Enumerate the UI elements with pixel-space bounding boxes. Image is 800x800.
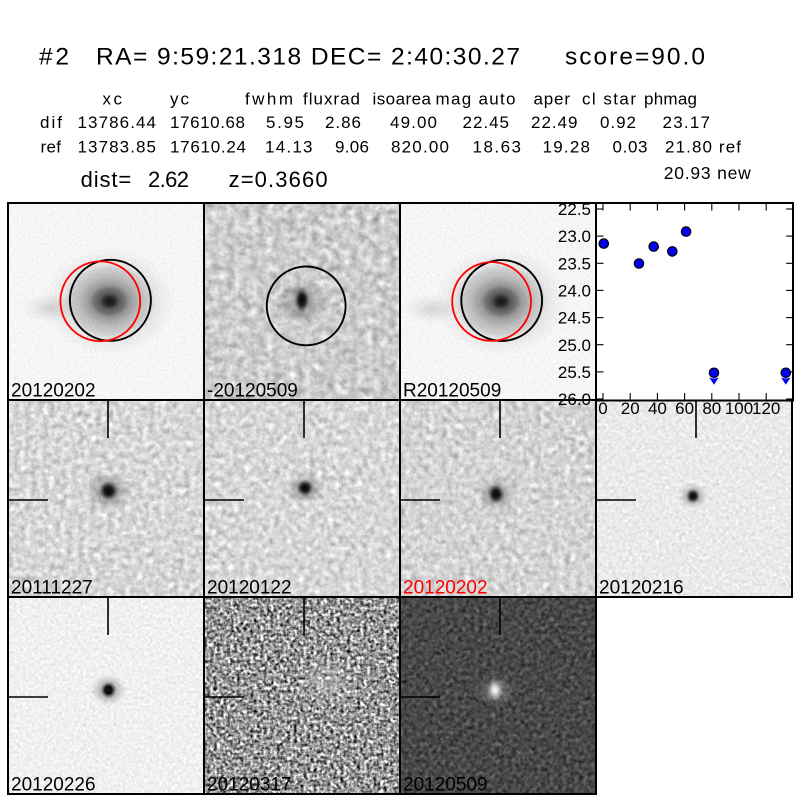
- svg-text:ref: ref: [41, 138, 62, 157]
- svg-text:z=0.3660: z=0.3660: [229, 167, 328, 192]
- svg-text:20120122: 20120122: [207, 578, 292, 599]
- svg-text:120: 120: [752, 399, 780, 418]
- svg-text:820.00: 820.00: [391, 138, 449, 157]
- svg-text:-20120509: -20120509: [207, 381, 298, 402]
- svg-text:17610.68: 17610.68: [170, 113, 245, 132]
- svg-text:phmag: phmag: [644, 90, 697, 109]
- svg-text:2.62: 2.62: [148, 167, 189, 192]
- svg-text:20120509: 20120509: [403, 775, 488, 796]
- svg-text:24.5: 24.5: [558, 309, 591, 328]
- svg-text:cl star: cl star: [582, 90, 636, 109]
- svg-text:25.5: 25.5: [558, 363, 591, 382]
- svg-text:40: 40: [648, 399, 667, 418]
- svg-text:22.45: 22.45: [463, 113, 510, 132]
- svg-text:20120202: 20120202: [403, 578, 488, 599]
- svg-text:mag auto: mag auto: [436, 90, 516, 109]
- svg-text:17610.24: 17610.24: [170, 138, 246, 157]
- svg-text:20120226: 20120226: [11, 775, 96, 796]
- svg-text:5.95: 5.95: [266, 113, 304, 132]
- svg-text:23.5: 23.5: [558, 254, 591, 273]
- svg-text:dif: dif: [40, 113, 62, 132]
- svg-text:100: 100: [725, 399, 753, 418]
- svg-text:49.00: 49.00: [390, 113, 437, 132]
- svg-text:aper: aper: [534, 90, 571, 109]
- svg-text:0: 0: [598, 399, 607, 418]
- svg-text:13783.85: 13783.85: [78, 138, 157, 157]
- svg-text:fwhm: fwhm: [245, 90, 293, 109]
- svg-text:20: 20: [621, 399, 640, 418]
- svg-text:23.17: 23.17: [663, 113, 711, 132]
- svg-text:14.13: 14.13: [265, 138, 313, 157]
- svg-text:20120317: 20120317: [207, 775, 292, 796]
- svg-text:21.80 ref: 21.80 ref: [665, 138, 741, 157]
- svg-text:score=90.0: score=90.0: [565, 44, 705, 71]
- svg-text:26.0: 26.0: [558, 390, 591, 409]
- svg-text:dist=: dist=: [81, 167, 132, 192]
- svg-text:0.03: 0.03: [613, 138, 648, 157]
- svg-text:22.5: 22.5: [558, 200, 591, 219]
- svg-text:isoarea: isoarea: [373, 90, 432, 109]
- svg-text:20120216: 20120216: [599, 578, 684, 599]
- svg-text:24.0: 24.0: [558, 282, 591, 301]
- svg-text:20.93 new: 20.93 new: [664, 163, 751, 183]
- svg-text:60: 60: [675, 399, 694, 418]
- svg-text:22.49: 22.49: [531, 113, 578, 132]
- svg-text:80: 80: [702, 399, 721, 418]
- svg-text:fluxrad: fluxrad: [303, 90, 360, 109]
- svg-text:25.0: 25.0: [558, 336, 591, 355]
- svg-text:19.28: 19.28: [543, 138, 591, 157]
- svg-text:0.92: 0.92: [600, 113, 636, 132]
- svg-text:RA= 9:59:21.318 DEC= 2:40:30.2: RA= 9:59:21.318 DEC= 2:40:30.27: [96, 44, 520, 71]
- svg-text:9.06: 9.06: [335, 138, 369, 157]
- svg-text:13786.44: 13786.44: [78, 113, 157, 132]
- svg-text:2.86: 2.86: [325, 113, 361, 132]
- svg-text:18.63: 18.63: [473, 138, 522, 157]
- svg-text:23.0: 23.0: [558, 227, 591, 246]
- svg-text:yc: yc: [170, 90, 190, 109]
- svg-text:20111227: 20111227: [11, 578, 93, 599]
- svg-text:20120202: 20120202: [11, 381, 96, 402]
- svg-text:R20120509: R20120509: [403, 381, 501, 402]
